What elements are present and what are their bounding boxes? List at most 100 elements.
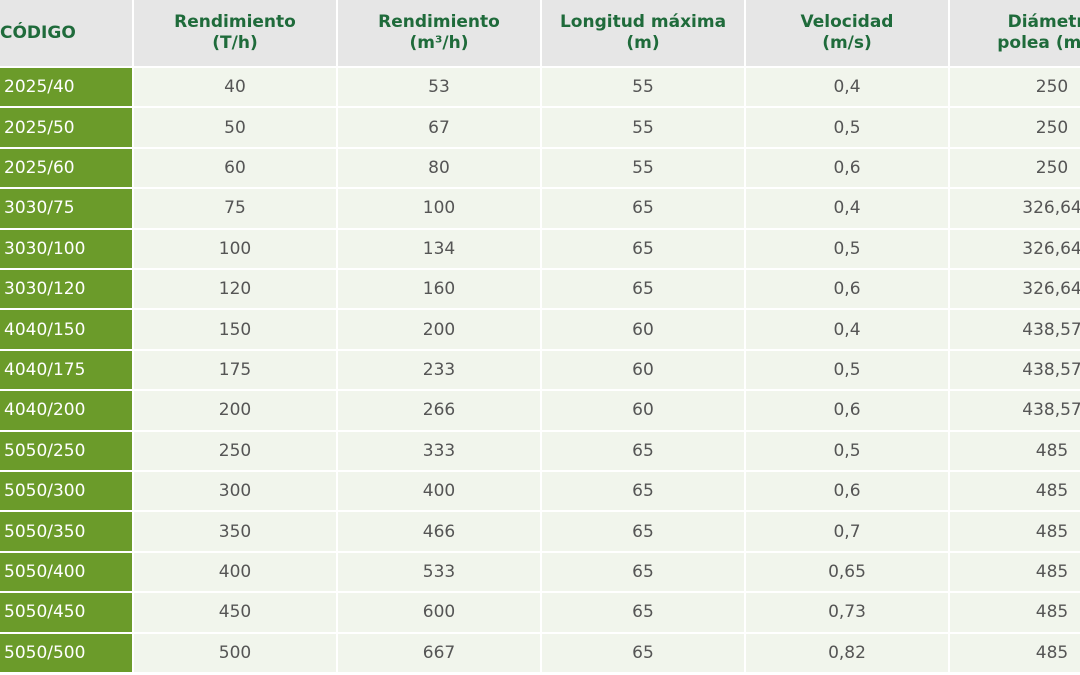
data-cell: 0,73 bbox=[746, 593, 948, 632]
data-cell: 55 bbox=[542, 148, 744, 188]
data-cell: 250 bbox=[950, 148, 1080, 188]
code-cell: 2025/60 bbox=[0, 148, 132, 188]
data-cell: 134 bbox=[338, 229, 540, 268]
header-text: (T/h) bbox=[212, 33, 258, 53]
data-cell: 65 bbox=[542, 472, 744, 511]
data-cell: 80 bbox=[338, 148, 540, 188]
data-cell: 333 bbox=[338, 431, 540, 470]
data-cell: 0,4 bbox=[746, 310, 948, 349]
data-cell: 450 bbox=[134, 593, 336, 632]
data-cell: 266 bbox=[338, 391, 540, 430]
code-cell: 2025/40 bbox=[0, 68, 132, 107]
data-cell: 466 bbox=[338, 512, 540, 551]
data-cell: 100 bbox=[338, 189, 540, 228]
data-cell: 65 bbox=[542, 270, 744, 309]
data-cell: 0,5 bbox=[746, 108, 948, 147]
data-cell: 200 bbox=[338, 310, 540, 349]
header-cell: CÓDIGO bbox=[0, 0, 132, 66]
data-cell: 326,64 bbox=[950, 229, 1080, 268]
data-cell: 65 bbox=[542, 189, 744, 228]
code-cell: 4040/175 bbox=[0, 350, 132, 390]
header-text: Diámetro bbox=[1007, 12, 1080, 32]
data-cell: 0,6 bbox=[746, 391, 948, 430]
header-cell: Longitud máxima (m) bbox=[542, 0, 744, 66]
data-cell: 326,64 bbox=[950, 270, 1080, 309]
data-cell: 300 bbox=[134, 472, 336, 511]
code-cell: 4040/200 bbox=[0, 391, 132, 430]
data-cell: 485 bbox=[950, 472, 1080, 511]
code-cell: 3030/100 bbox=[0, 229, 132, 268]
header-cell: Rendimiento (T/h) bbox=[134, 0, 336, 66]
data-cell: 150 bbox=[134, 310, 336, 349]
code-cell: 5050/400 bbox=[0, 552, 132, 592]
data-cell: 485 bbox=[950, 633, 1080, 672]
data-cell: 0,82 bbox=[746, 633, 948, 672]
data-cell: 53 bbox=[338, 68, 540, 107]
data-cell: 438,57 bbox=[950, 391, 1080, 430]
header-text: CÓDIGO bbox=[0, 22, 76, 43]
code-cell: 2025/50 bbox=[0, 108, 132, 147]
data-cell: 67 bbox=[338, 108, 540, 147]
code-cell: 5050/450 bbox=[0, 593, 132, 632]
data-cell: 175 bbox=[134, 350, 336, 390]
header-text: Rendimiento bbox=[378, 12, 500, 32]
data-cell: 0,4 bbox=[746, 68, 948, 107]
code-cell: 3030/120 bbox=[0, 270, 132, 309]
data-cell: 400 bbox=[134, 552, 336, 592]
code-cell: 5050/300 bbox=[0, 472, 132, 511]
data-cell: 533 bbox=[338, 552, 540, 592]
data-cell: 200 bbox=[134, 391, 336, 430]
data-cell: 0,7 bbox=[746, 512, 948, 551]
code-cell: 5050/350 bbox=[0, 512, 132, 551]
code-cell: 3030/75 bbox=[0, 189, 132, 228]
data-cell: 75 bbox=[134, 189, 336, 228]
data-cell: 60 bbox=[542, 310, 744, 349]
data-cell: 0,5 bbox=[746, 350, 948, 390]
data-cell: 120 bbox=[134, 270, 336, 309]
data-cell: 600 bbox=[338, 593, 540, 632]
data-cell: 250 bbox=[950, 68, 1080, 107]
data-cell: 55 bbox=[542, 68, 744, 107]
data-cell: 400 bbox=[338, 472, 540, 511]
data-cell: 0,4 bbox=[746, 189, 948, 228]
data-cell: 0,65 bbox=[746, 552, 948, 592]
data-cell: 350 bbox=[134, 512, 336, 551]
data-cell: 500 bbox=[134, 633, 336, 672]
data-cell: 667 bbox=[338, 633, 540, 672]
header-cell: Rendimiento (m³/h) bbox=[338, 0, 540, 66]
data-cell: 438,57 bbox=[950, 350, 1080, 390]
header-text: (m³/h) bbox=[409, 33, 469, 53]
data-cell: 485 bbox=[950, 431, 1080, 470]
data-cell: 60 bbox=[542, 350, 744, 390]
data-cell: 485 bbox=[950, 512, 1080, 551]
data-cell: 250 bbox=[950, 108, 1080, 147]
data-cell: 55 bbox=[542, 108, 744, 147]
data-cell: 250 bbox=[134, 431, 336, 470]
data-cell: 485 bbox=[950, 552, 1080, 592]
data-cell: 65 bbox=[542, 512, 744, 551]
data-cell: 0,6 bbox=[746, 148, 948, 188]
data-cell: 40 bbox=[134, 68, 336, 107]
data-cell: 65 bbox=[542, 593, 744, 632]
header-text: (m/s) bbox=[822, 33, 872, 53]
data-cell: 60 bbox=[134, 148, 336, 188]
data-cell: 0,6 bbox=[746, 472, 948, 511]
code-cell: 4040/150 bbox=[0, 310, 132, 349]
header-text: Velocidad bbox=[800, 12, 894, 32]
data-cell: 50 bbox=[134, 108, 336, 147]
header-text: Rendimiento bbox=[174, 12, 296, 32]
data-cell: 438,57 bbox=[950, 310, 1080, 349]
data-cell: 100 bbox=[134, 229, 336, 268]
data-cell: 65 bbox=[542, 431, 744, 470]
code-cell: 5050/250 bbox=[0, 431, 132, 470]
header-text: (m) bbox=[626, 33, 660, 53]
header-text: Longitud máxima bbox=[559, 12, 727, 32]
data-cell: 160 bbox=[338, 270, 540, 309]
data-cell: 65 bbox=[542, 229, 744, 268]
header-cell: Diámetropolea (mm) bbox=[950, 0, 1080, 66]
data-cell: 65 bbox=[542, 633, 744, 672]
data-cell: 326,64 bbox=[950, 189, 1080, 228]
data-cell: 0,5 bbox=[746, 431, 948, 470]
